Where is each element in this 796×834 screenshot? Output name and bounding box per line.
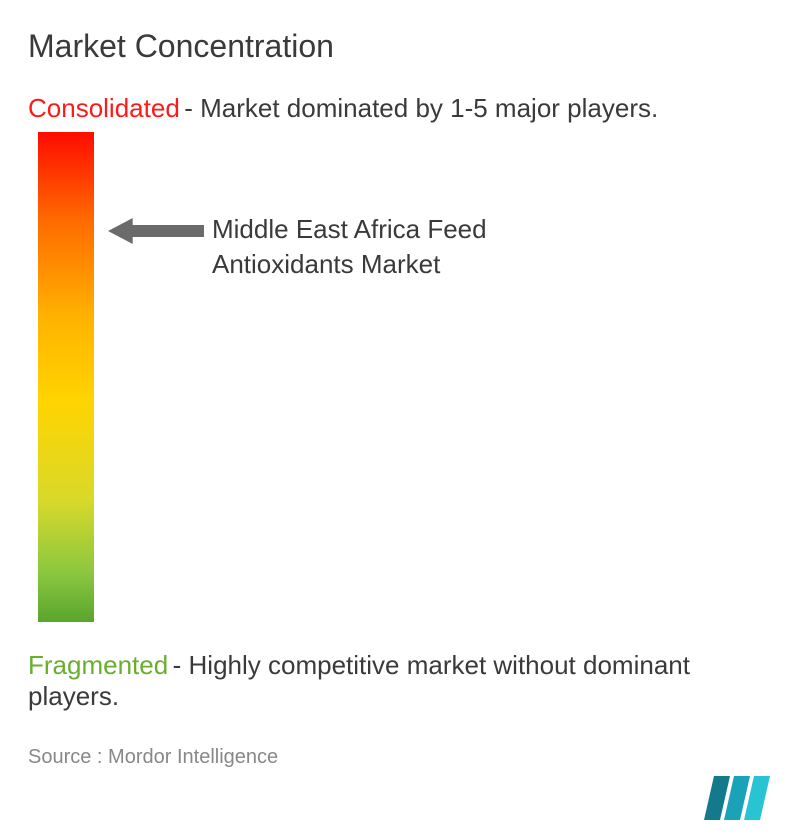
infographic-container: Market Concentration Consolidated - Mark… xyxy=(0,0,796,769)
consolidated-text: - Market dominated by 1-5 major players. xyxy=(184,93,658,123)
arrow-left-icon xyxy=(108,218,204,244)
consolidated-description: Consolidated - Market dominated by 1-5 m… xyxy=(28,93,768,124)
fragmented-description: Fragmented - Highly competitive market w… xyxy=(28,650,768,712)
fragmented-label: Fragmented xyxy=(28,650,168,680)
source-prefix: Source : xyxy=(28,746,102,768)
source-line: Source : Mordor Intelligence xyxy=(28,746,768,769)
source-name: Mordor Intelligence xyxy=(108,746,278,768)
mordor-logo-icon xyxy=(704,776,776,820)
marker-label: Middle East Africa Feed Antioxidants Mar… xyxy=(212,212,632,282)
page-title: Market Concentration xyxy=(28,28,768,65)
gradient-bar xyxy=(38,132,94,622)
concentration-scale: Middle East Africa Feed Antioxidants Mar… xyxy=(28,132,768,632)
marker: Middle East Africa Feed Antioxidants Mar… xyxy=(108,212,632,282)
consolidated-label: Consolidated xyxy=(28,93,180,123)
